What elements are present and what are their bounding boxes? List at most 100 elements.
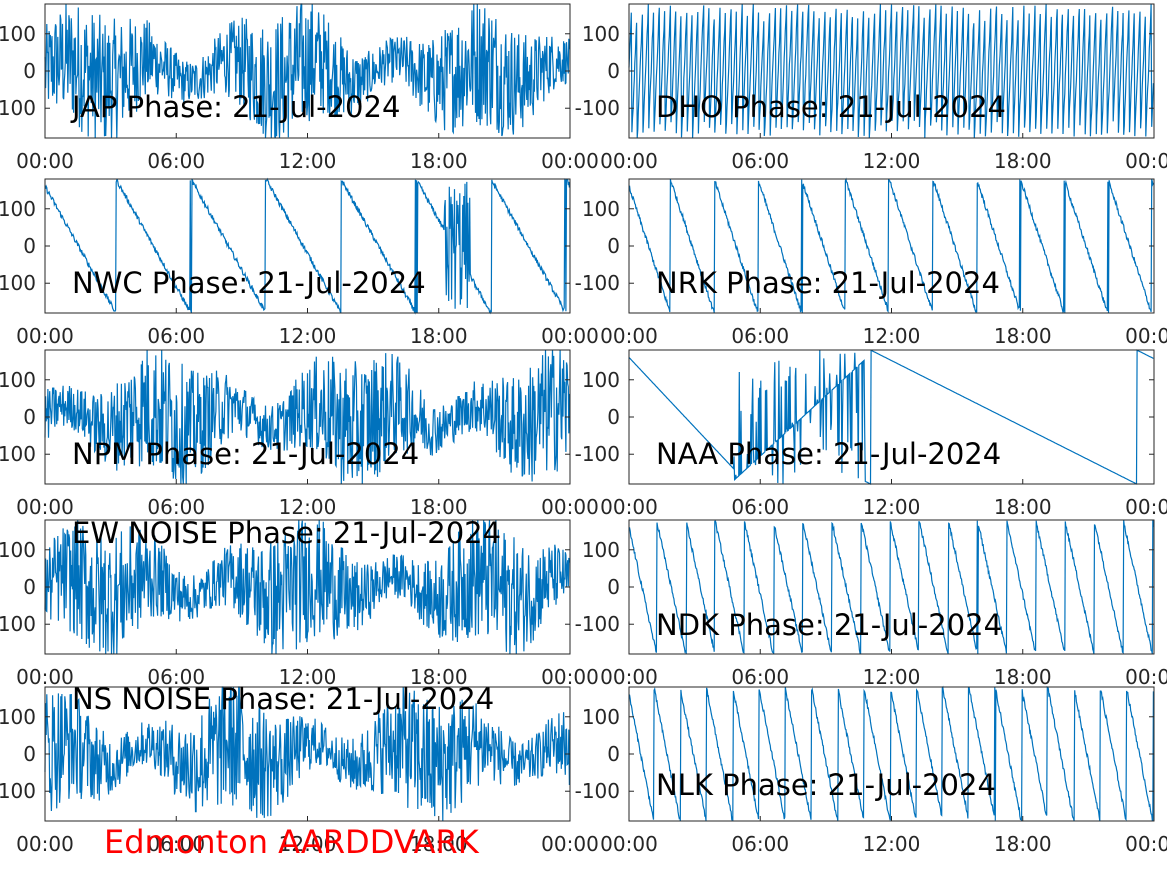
x-tick-label: 06:00 bbox=[731, 665, 789, 689]
x-tick-label: 00:00 bbox=[541, 832, 599, 856]
y-tick-label: 0 bbox=[607, 59, 620, 83]
x-tick-label: 12:00 bbox=[279, 495, 337, 519]
x-tick-label: 00:00 bbox=[541, 665, 599, 689]
x-tick-label: 00:00 bbox=[1125, 495, 1167, 519]
x-tick-label: 12:00 bbox=[279, 665, 337, 689]
y-tick-label: -100 bbox=[0, 612, 36, 636]
x-tick-label: 12:00 bbox=[863, 324, 921, 348]
phase-series-line bbox=[628, 349, 1154, 485]
x-tick-label: 00:00 bbox=[16, 665, 74, 689]
x-tick-label: 18:00 bbox=[410, 324, 468, 348]
panel-title: NPM Phase: 21-Jul-2024 bbox=[72, 437, 419, 471]
y-tick-label: 0 bbox=[23, 742, 36, 766]
y-tick-label: -100 bbox=[575, 612, 620, 636]
y-tick-label: -100 bbox=[575, 271, 620, 295]
y-tick-label: 100 bbox=[0, 368, 36, 392]
x-tick-label: 06:00 bbox=[731, 149, 789, 173]
x-tick-label: 00:00 bbox=[1125, 149, 1167, 173]
x-tick-label: 00:00 bbox=[16, 832, 74, 856]
x-tick-label: 06:00 bbox=[147, 832, 205, 856]
x-tick-label: 18:00 bbox=[410, 149, 468, 173]
panel-title: NLK Phase: 21-Jul-2024 bbox=[656, 768, 996, 802]
phase-series-line bbox=[44, 3, 570, 139]
panel-title: NS NOISE Phase: 21-Jul-2024 bbox=[72, 682, 494, 716]
x-tick-label: 00:00 bbox=[541, 149, 599, 173]
x-tick-label: 06:00 bbox=[147, 495, 205, 519]
x-tick-label: 12:00 bbox=[279, 149, 337, 173]
x-tick-label: 12:00 bbox=[863, 149, 921, 173]
y-tick-label: 100 bbox=[582, 368, 620, 392]
panel-10: 100 0 -100 00:00 06:00 12:00 18:00 00:00 NLK Pha… bbox=[575, 685, 1167, 856]
phase-series-line bbox=[628, 685, 1154, 822]
x-tick-label: 12:00 bbox=[279, 832, 337, 856]
y-tick-label: 0 bbox=[607, 234, 620, 258]
x-tick-label: 00:00 bbox=[600, 832, 658, 856]
y-tick-label: 0 bbox=[23, 575, 36, 599]
panel-title: JAP Phase: 21-Jul-2024 bbox=[70, 90, 400, 124]
y-tick-label: 0 bbox=[23, 405, 36, 429]
phase-series-line bbox=[44, 519, 570, 655]
x-tick-label: 18:00 bbox=[994, 832, 1052, 856]
x-tick-label: 00:00 bbox=[600, 149, 658, 173]
x-tick-label: 18:00 bbox=[994, 495, 1052, 519]
phase-series-line bbox=[628, 520, 1154, 655]
panel-title: NDK Phase: 21-Jul-2024 bbox=[656, 608, 1002, 642]
x-tick-label: 18:00 bbox=[410, 495, 468, 519]
x-tick-label: 12:00 bbox=[863, 832, 921, 856]
panel-1: 100 0 -100 00:00 06:00 12:00 18:00 00:00 JAP Pha… bbox=[0, 3, 599, 173]
panel-title: NAA Phase: 21-Jul-2024 bbox=[656, 437, 1001, 471]
panel-7: 100 0 -100 00:00 06:00 12:00 18:00 00:00 EW NOIS… bbox=[0, 516, 599, 689]
y-tick-label: 100 bbox=[0, 705, 36, 729]
y-tick-label: 0 bbox=[23, 234, 36, 258]
y-tick-label: -100 bbox=[575, 96, 620, 120]
panel-title: NRK Phase: 21-Jul-2024 bbox=[656, 266, 1000, 300]
x-tick-label: 18:00 bbox=[994, 665, 1052, 689]
station-label: Edmonton AARDDVARK bbox=[104, 823, 479, 861]
y-tick-label: 100 bbox=[582, 197, 620, 221]
y-tick-label: 0 bbox=[607, 405, 620, 429]
panel-9: 100 0 -100 00:00 06:00 12:00 18:00 00:00 NS NOIS… bbox=[0, 682, 599, 856]
y-tick-label: 100 bbox=[0, 538, 36, 562]
x-tick-label: 06:00 bbox=[731, 495, 789, 519]
x-tick-label: 06:00 bbox=[147, 149, 205, 173]
x-tick-label: 00:00 bbox=[1125, 665, 1167, 689]
y-tick-label: -100 bbox=[575, 779, 620, 803]
panel-2: 100 0 -100 00:00 06:00 12:00 18:00 00:00 DHO Pha… bbox=[575, 3, 1167, 173]
y-tick-label: -100 bbox=[0, 271, 36, 295]
panel-4: 100 0 -100 00:00 06:00 12:00 18:00 00:00 NRK Pha… bbox=[575, 177, 1167, 348]
y-tick-label: 100 bbox=[0, 22, 36, 46]
y-tick-label: 100 bbox=[582, 538, 620, 562]
phase-series-line bbox=[44, 349, 570, 485]
y-tick-label: 100 bbox=[582, 705, 620, 729]
y-tick-label: 0 bbox=[23, 59, 36, 83]
x-tick-label: 00:00 bbox=[16, 324, 74, 348]
x-tick-label: 00:00 bbox=[600, 665, 658, 689]
panel-title: DHO Phase: 21-Jul-2024 bbox=[656, 90, 1006, 124]
x-tick-label: 00:00 bbox=[600, 495, 658, 519]
y-tick-label: -100 bbox=[0, 779, 36, 803]
x-tick-label: 00:00 bbox=[1125, 324, 1167, 348]
x-tick-label: 06:00 bbox=[147, 324, 205, 348]
panel-6: 100 0 -100 00:00 06:00 12:00 18:00 00:00 NAA Pha… bbox=[575, 349, 1167, 519]
panel-title: NWC Phase: 21-Jul-2024 bbox=[72, 266, 426, 300]
y-tick-label: 100 bbox=[582, 22, 620, 46]
x-tick-label: 18:00 bbox=[410, 832, 468, 856]
panel-3: 100 0 -100 00:00 06:00 12:00 18:00 00:00 NWC Pha… bbox=[0, 177, 599, 348]
phase-series-line bbox=[44, 177, 570, 315]
y-tick-label: -100 bbox=[0, 442, 36, 466]
panel-5: 100 0 -100 00:00 06:00 12:00 18:00 00:00 NPM Pha… bbox=[0, 349, 599, 519]
x-tick-label: 00:00 bbox=[16, 495, 74, 519]
x-tick-label: 06:00 bbox=[731, 324, 789, 348]
panel-title: EW NOISE Phase: 21-Jul-2024 bbox=[72, 516, 501, 550]
phase-series-line bbox=[628, 4, 1154, 139]
x-tick-label: 12:00 bbox=[279, 324, 337, 348]
phase-series-line bbox=[44, 686, 570, 822]
y-tick-label: -100 bbox=[575, 442, 620, 466]
y-tick-label: 0 bbox=[607, 742, 620, 766]
x-tick-label: 00:00 bbox=[541, 324, 599, 348]
x-tick-label: 18:00 bbox=[994, 324, 1052, 348]
x-tick-label: 00:00 bbox=[600, 324, 658, 348]
x-tick-label: 00:00 bbox=[541, 495, 599, 519]
x-tick-label: 06:00 bbox=[731, 832, 789, 856]
